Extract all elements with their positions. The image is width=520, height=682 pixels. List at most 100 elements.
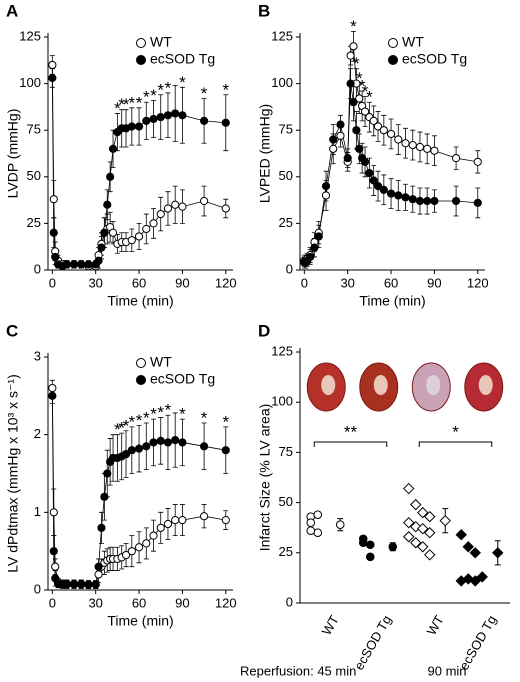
data-point [94, 256, 103, 265]
data-point [358, 538, 368, 548]
data-point [48, 391, 57, 400]
significance-marker: * [359, 77, 366, 96]
data-point [329, 144, 338, 153]
data-point [336, 120, 345, 129]
data-point [349, 98, 358, 107]
data-point [415, 196, 425, 206]
significance-marker: * [353, 54, 360, 73]
data-point [69, 260, 79, 269]
data-point [163, 519, 173, 529]
data-point [142, 116, 151, 125]
y-tick-label: 125 [271, 343, 293, 358]
y-tick-label: 50 [279, 168, 293, 183]
y-tick-label: 25 [279, 544, 293, 559]
data-point [410, 537, 422, 549]
data-point [417, 522, 429, 535]
data-point [379, 126, 388, 135]
data-point [149, 114, 158, 124]
x-tick-label: 30 [340, 275, 354, 290]
data-point [417, 506, 429, 519]
data-point [163, 438, 173, 447]
x-tick-label: 90 [175, 275, 189, 290]
data-point [121, 449, 131, 459]
data-point [51, 252, 60, 262]
data-point [127, 547, 136, 556]
x-tick-label: 120 [215, 275, 237, 290]
data-point [108, 144, 118, 153]
data-point [306, 526, 316, 536]
data-point [394, 191, 403, 200]
data-point [77, 580, 86, 589]
data-point [306, 252, 315, 262]
data-point [171, 109, 180, 118]
significance-marker: * [222, 412, 229, 431]
data-point [48, 60, 57, 70]
y-axis-label: LVPED (mmHg) [257, 104, 273, 203]
data-point [156, 113, 165, 122]
significance-marker: * [143, 88, 150, 107]
y-tick-label: 0 [286, 261, 293, 276]
heart-photo-lumen [321, 375, 336, 395]
series-line [304, 83, 478, 263]
data-point [103, 469, 112, 478]
x-tick-label: 0 [49, 595, 56, 610]
data-point [473, 198, 482, 207]
x-tick-label: 60 [132, 595, 146, 610]
significance-marker: * [114, 420, 121, 439]
mean-marker [439, 514, 451, 527]
data-point [403, 516, 415, 529]
data-point [199, 196, 209, 206]
y-tick-label: 75 [279, 122, 293, 137]
legend-label: WT [402, 34, 424, 50]
significance-marker: * [123, 95, 130, 114]
data-point [156, 209, 165, 219]
significance-marker: * [350, 17, 357, 36]
legend-marker [136, 38, 146, 48]
x-tick-label: 60 [132, 275, 146, 290]
data-point [51, 562, 60, 571]
data-point [62, 580, 71, 589]
significance-marker: * [179, 405, 186, 424]
data-point [349, 42, 358, 51]
significance-marker: * [201, 409, 208, 428]
data-point [49, 195, 58, 204]
data-point [360, 107, 370, 116]
x-tick-label: 0 [49, 275, 56, 290]
data-point [401, 193, 410, 202]
significance-marker: * [118, 419, 125, 438]
x-tick-label: WT [319, 613, 342, 638]
significance-marker: * [165, 401, 172, 420]
data-point [100, 492, 109, 501]
data-point [451, 196, 461, 206]
data-point [469, 547, 481, 559]
data-point [365, 552, 375, 562]
legend-label: WT [150, 34, 172, 50]
data-point [149, 219, 158, 228]
data-point [410, 498, 422, 511]
data-point [156, 523, 165, 532]
y-tick-label: 3 [34, 348, 41, 363]
y-tick-label: 2 [34, 426, 41, 441]
data-point [455, 529, 467, 541]
mean-marker [388, 542, 398, 552]
data-point [355, 144, 364, 153]
data-point [178, 202, 187, 211]
data-point [403, 531, 415, 543]
data-point [94, 570, 103, 579]
panel-label: D [258, 321, 270, 340]
data-point [48, 383, 57, 393]
significance-marker: * [165, 78, 172, 97]
significance-marker: * [150, 405, 157, 424]
data-point [424, 527, 436, 539]
panel-label: A [6, 1, 18, 20]
legend-marker [136, 375, 146, 385]
x-axis-label: Time (min) [359, 293, 425, 309]
data-point [401, 139, 410, 148]
data-point [221, 516, 230, 525]
x-axis-label: Time (min) [107, 613, 173, 629]
significance-marker: * [143, 409, 150, 428]
data-point [423, 144, 432, 153]
significance-marker: * [136, 93, 143, 112]
data-point [369, 176, 378, 185]
data-point [336, 131, 345, 140]
